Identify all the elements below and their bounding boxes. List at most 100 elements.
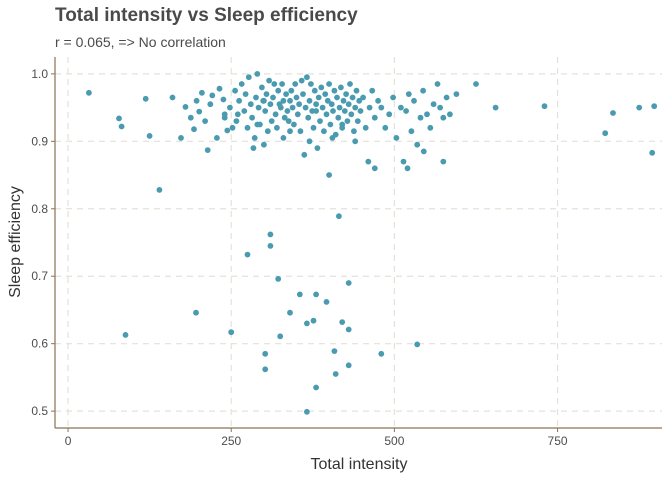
data-point [229,124,236,131]
tick-labels: 0.5 0.6 0.7 0.8 0.9 1.0 0 250 500 750 [31,67,568,448]
data-point [250,145,257,152]
data-point [365,158,372,165]
data-point [284,108,291,114]
data-point [214,135,220,141]
data-point [330,108,336,114]
data-point [440,114,447,121]
data-point [417,114,424,121]
data-point [341,108,348,114]
data-point [86,89,92,96]
data-point [272,111,279,118]
data-point [362,124,369,131]
data-point [313,108,319,114]
data-point [447,111,453,118]
data-point [300,91,306,97]
data-point [169,94,176,101]
data-point [430,101,437,108]
data-point [227,104,233,111]
data-point [310,124,317,131]
data-point [291,121,297,128]
data-point [294,111,301,118]
data-point [378,350,385,357]
data-point [411,97,417,104]
data-point [344,118,351,124]
data-point [345,362,352,369]
data-point [602,130,609,137]
data-point [414,341,421,348]
data-point [305,114,312,121]
data-point [351,128,357,135]
data-point [247,101,254,108]
data-point [343,91,349,97]
data-point [233,118,240,124]
data-point [434,81,441,87]
data-point [443,94,450,101]
data-point [318,84,325,91]
data-point [440,158,447,165]
y-tick-label: 0.8 [31,202,48,216]
data-point [332,371,339,377]
data-point [345,101,352,108]
data-point [424,111,430,118]
data-point [400,158,407,165]
data-point [357,108,364,114]
y-tick-label: 0.7 [31,269,48,283]
data-point [274,124,280,131]
y-tick-label: 0.5 [31,404,48,418]
data-point [193,97,200,104]
data-point [437,104,443,111]
data-point [262,350,269,357]
data-point [336,104,343,111]
data-point [371,114,378,121]
data-point [236,97,243,104]
data-point [283,91,289,97]
data-point [420,87,426,94]
data-point [298,77,305,84]
data-point [259,84,265,91]
data-point [262,366,269,373]
data-point [323,299,330,305]
data-point [541,103,548,110]
data-point [354,118,361,124]
data-point [245,74,252,81]
data-point [204,147,211,154]
data-point [356,97,363,104]
data-point [287,128,293,135]
data-point [292,81,299,87]
data-point [280,135,287,141]
data-point [207,101,214,108]
x-axis-title: Total intensity [311,456,408,473]
data-point [262,108,269,114]
data-point [228,329,235,336]
data-point [196,108,203,115]
data-point [393,135,400,141]
data-point [331,87,338,94]
data-point [251,135,258,141]
data-point [404,165,411,172]
data-point [313,291,319,298]
data-point [289,104,296,111]
data-point [336,213,342,220]
data-point [323,111,330,118]
data-point [311,87,318,94]
data-point [405,91,412,97]
data-point [244,124,251,131]
data-point [306,97,313,104]
data-point [352,104,359,111]
data-point [339,121,346,128]
data-point [310,317,317,324]
chart-subtitle: r = 0.065, => No correlation [55,34,226,50]
data-point [142,95,149,102]
data-point [649,149,656,156]
y-tick-label: 0.6 [31,337,48,351]
data-point [238,81,245,87]
data-point [249,114,256,121]
data-point [156,187,163,193]
y-tick-label: 0.9 [31,134,48,148]
data-point [178,135,184,141]
data-point [263,91,270,97]
data-point [382,124,389,131]
data-point [315,94,322,101]
data-point [317,118,323,124]
